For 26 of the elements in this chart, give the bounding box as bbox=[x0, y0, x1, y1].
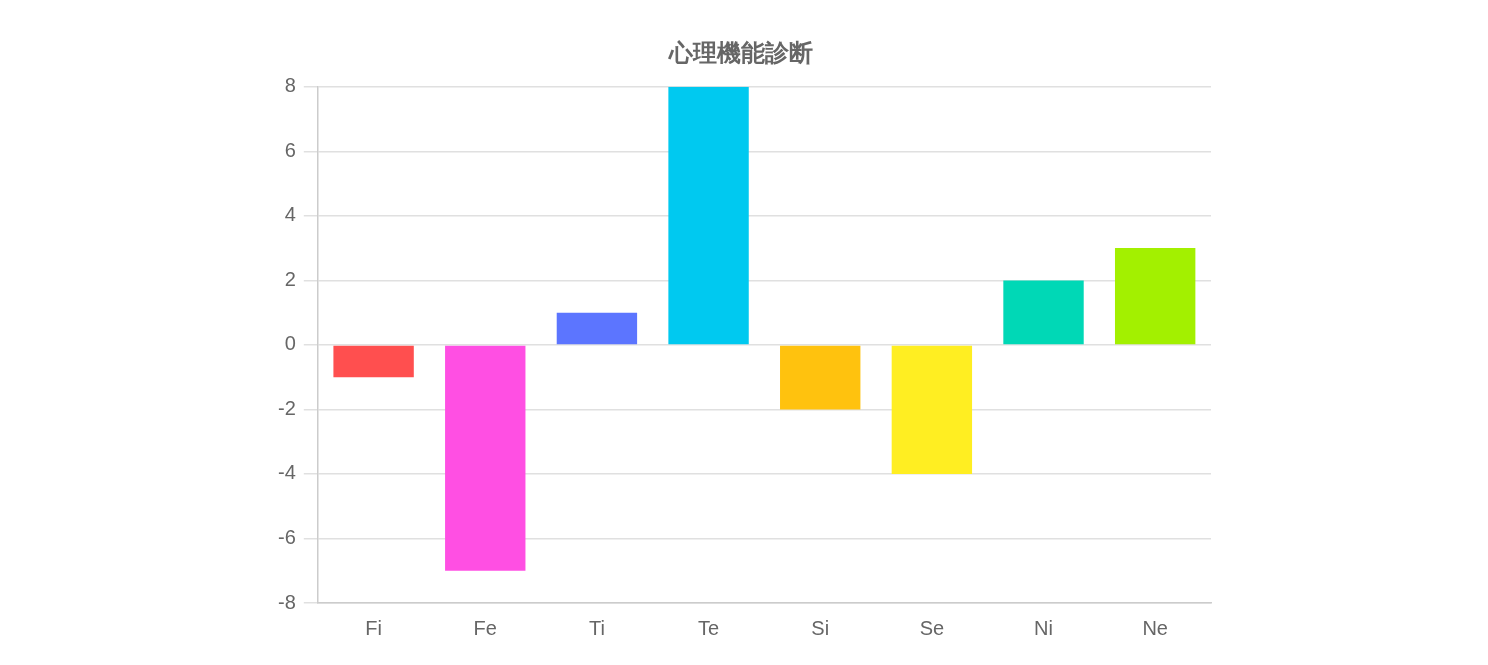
bar bbox=[556, 312, 638, 345]
x-tick-label: Fi bbox=[365, 616, 382, 639]
chart-title: 心理機能診断 bbox=[667, 39, 813, 67]
bar bbox=[333, 345, 414, 378]
bar bbox=[668, 86, 749, 345]
x-tick-label: Ne bbox=[1142, 616, 1168, 639]
y-tick-label: -4 bbox=[277, 461, 296, 484]
x-tick-label: Se bbox=[919, 616, 945, 639]
y-tick-label: 2 bbox=[284, 267, 296, 290]
y-tick-label: 6 bbox=[284, 138, 296, 161]
y-tick-label: -6 bbox=[277, 525, 296, 548]
y-tick-label: 0 bbox=[284, 332, 296, 355]
y-tick-label: 8 bbox=[284, 74, 296, 97]
x-tick-label: Ni bbox=[1034, 616, 1053, 639]
bar bbox=[780, 345, 861, 410]
y-tick-label: -2 bbox=[277, 396, 296, 419]
x-tick-label: Fe bbox=[473, 616, 497, 639]
bar bbox=[1003, 280, 1084, 345]
bar bbox=[1114, 248, 1196, 345]
x-tick-label: Te bbox=[698, 616, 720, 639]
y-tick-label: -8 bbox=[277, 590, 296, 613]
bar bbox=[891, 345, 973, 474]
x-tick-label: Ti bbox=[588, 616, 605, 639]
y-tick-label: 4 bbox=[284, 203, 296, 226]
x-tick-label: Si bbox=[811, 616, 830, 639]
bar bbox=[445, 345, 526, 571]
